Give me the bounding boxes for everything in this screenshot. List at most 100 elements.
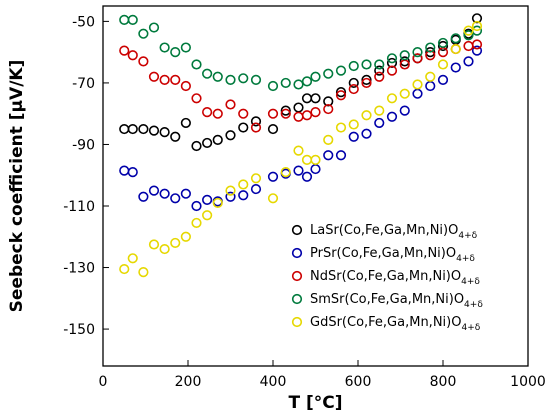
data-point <box>471 20 483 32</box>
data-point <box>293 145 304 156</box>
data-point <box>267 193 279 204</box>
legend-label: NdSr(Co,Fe,Ga,Mn,Ni)O4+δ <box>310 269 480 287</box>
data-point <box>301 110 313 121</box>
data-point <box>267 108 279 119</box>
x-axis: 0 200 400 600 800 1000 <box>99 360 546 390</box>
data-point <box>250 183 262 195</box>
data-point <box>191 140 202 152</box>
data-point <box>361 128 372 139</box>
data-point <box>374 105 385 116</box>
data-point <box>191 59 202 70</box>
data-point <box>250 122 262 133</box>
data-point <box>267 171 279 182</box>
data-point <box>212 71 223 82</box>
data-point <box>148 125 160 136</box>
legend-label: GdSr(Co,Fe,Ga,Mn,Ni)O4+δ <box>310 315 481 333</box>
data-point <box>335 65 347 76</box>
data-point <box>399 105 410 116</box>
data-point <box>191 93 202 104</box>
data-point <box>301 93 313 104</box>
data-point <box>463 56 474 67</box>
data-point <box>437 74 449 85</box>
legend-label-main: GdSr(Co,Fe,Ga,Mn,Ni)O <box>310 315 461 330</box>
data-point <box>148 71 160 82</box>
data-point <box>225 99 236 110</box>
data-point <box>386 111 398 122</box>
data-point <box>138 267 149 278</box>
data-point <box>119 14 130 25</box>
data-point <box>399 88 410 99</box>
data-point <box>138 191 149 202</box>
data-point <box>138 28 149 39</box>
data-point <box>323 96 334 107</box>
data-point <box>450 43 461 55</box>
data-point <box>191 217 202 229</box>
data-point <box>148 239 160 250</box>
data-points <box>119 13 483 278</box>
data-point <box>180 80 191 92</box>
x-tick-label: 200 <box>175 374 202 390</box>
data-point <box>191 200 202 212</box>
legend-label-subscript: 4+δ <box>461 323 480 333</box>
data-point <box>412 88 423 99</box>
data-point <box>471 39 483 50</box>
y-tick-label: -50 <box>72 14 95 30</box>
series-1 <box>119 45 483 212</box>
y-tick-label: -70 <box>72 76 95 92</box>
data-point <box>425 42 436 53</box>
plot-frame <box>102 5 529 367</box>
data-point <box>450 33 461 44</box>
legend: LaSr(Co,Fe,Ga,Mn,Ni)O 4+δ PrSr(Co,Fe,Ga,Mn… <box>291 223 483 333</box>
legend-label-main: NdSr(Co,Fe,Ga,Mn,Ni)O <box>310 269 461 284</box>
series-3 <box>119 14 483 92</box>
data-point <box>374 65 385 76</box>
data-point <box>170 193 181 204</box>
data-point <box>471 13 483 24</box>
data-point <box>238 73 249 84</box>
data-point <box>412 79 423 90</box>
data-point <box>425 50 436 61</box>
data-point <box>348 60 359 72</box>
data-point <box>159 188 170 199</box>
x-tick-label: 400 <box>260 374 287 390</box>
data-point <box>148 185 160 196</box>
data-point <box>335 90 347 101</box>
data-point <box>202 68 213 79</box>
data-point <box>159 127 170 138</box>
data-point <box>159 42 170 53</box>
data-point <box>127 167 138 178</box>
data-point <box>463 30 474 41</box>
legend-label-main: LaSr(Co,Fe,Ga,Mn,Ni)O <box>310 223 458 238</box>
legend-label-subscript: 4+δ <box>461 277 480 287</box>
data-point <box>119 123 130 135</box>
y-tick-label: -130 <box>63 261 95 277</box>
data-point <box>127 253 138 264</box>
y-tick-label: -150 <box>63 322 95 338</box>
data-point <box>310 154 321 165</box>
data-point <box>348 77 359 89</box>
data-point <box>250 173 262 184</box>
x-tick-label: 600 <box>345 374 372 390</box>
data-point <box>159 243 170 255</box>
data-point <box>280 77 291 89</box>
data-point <box>180 188 191 199</box>
data-point <box>148 22 160 33</box>
data-point <box>267 80 279 92</box>
legend-label: PrSr(Co,Fe,Ga,Mn,Ni)O4+δ <box>310 246 475 264</box>
data-point <box>361 59 372 70</box>
data-point <box>450 62 461 73</box>
data-point <box>425 47 436 58</box>
data-point <box>127 123 138 135</box>
legend-marker <box>291 293 303 305</box>
data-point <box>127 14 138 25</box>
y-axis-title: Seebeck coefficient [µV/K] <box>7 60 27 313</box>
x-tick-label: 1000 <box>510 374 546 390</box>
data-point <box>180 42 191 53</box>
data-point <box>238 122 249 133</box>
data-point <box>138 123 149 135</box>
legend-label-main: PrSr(Co,Fe,Ga,Mn,Ni)O <box>310 246 456 261</box>
data-point <box>119 165 130 176</box>
data-point <box>310 71 321 82</box>
x-axis-title: T [°C] <box>288 393 342 413</box>
